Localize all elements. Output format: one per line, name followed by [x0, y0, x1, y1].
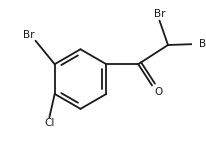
Text: Br: Br	[154, 10, 165, 20]
Text: Br: Br	[199, 39, 206, 49]
Text: O: O	[154, 87, 162, 97]
Text: Cl: Cl	[44, 118, 55, 128]
Text: Br: Br	[23, 30, 34, 40]
